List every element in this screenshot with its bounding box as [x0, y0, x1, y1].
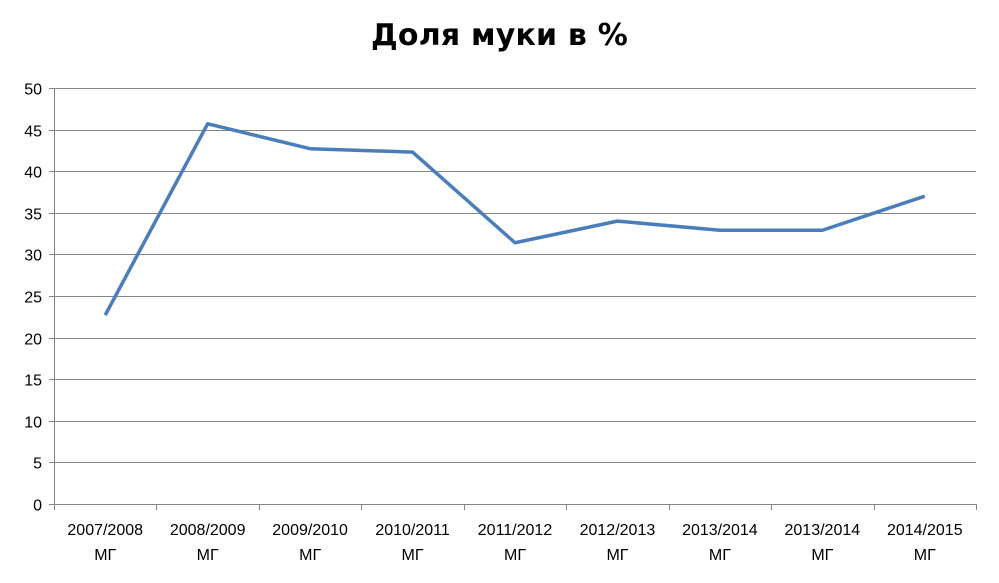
series-line	[103, 122, 926, 316]
y-tick-label: 40	[24, 165, 42, 182]
x-tick-label-line: 2013/2014	[785, 522, 861, 539]
x-tick-label-line: МГ	[606, 547, 628, 564]
x-tick-label-line: МГ	[197, 547, 219, 564]
x-tick-label-line: МГ	[914, 547, 936, 564]
x-tick-label-line: МГ	[402, 547, 424, 564]
x-tick-label-line: 2009/2010	[272, 522, 348, 539]
x-tick-label-line: МГ	[299, 547, 321, 564]
x-tick-label-line: 2013/2014	[682, 522, 758, 539]
y-axis-ticks: 0 5 10 15 20 25 30 35 40 45 50	[24, 82, 42, 515]
x-tick-label-line: 2008/2009	[170, 522, 246, 539]
y-tick-label: 0	[33, 498, 42, 515]
y-tick-label: 45	[24, 124, 42, 141]
x-tick-label-line: МГ	[709, 547, 731, 564]
gridlines	[54, 88, 976, 463]
x-tick-label: 2013/2014 МГ	[785, 522, 861, 564]
x-tick-label: 2010/2011 МГ	[375, 522, 450, 564]
y-tick-label: 50	[24, 82, 42, 99]
x-tick-label: 2014/2015 МГ	[887, 522, 963, 564]
y-tick-label: 15	[24, 373, 42, 390]
x-tick-label-line: МГ	[94, 547, 116, 564]
x-tick-label-line: МГ	[504, 547, 526, 564]
x-tick-label: 2012/2013 МГ	[580, 522, 656, 564]
x-tick-label: 2008/2009 МГ	[170, 522, 246, 564]
x-tick-label-line: 2011/2012	[478, 522, 553, 539]
x-tick-label-line: 2007/2008	[67, 522, 143, 539]
x-tick-label: 2009/2010 МГ	[272, 522, 348, 564]
y-tick-label: 10	[24, 415, 42, 432]
x-tick-label-line: 2012/2013	[580, 522, 656, 539]
x-tick-label: 2013/2014 МГ	[682, 522, 758, 564]
axes	[49, 88, 977, 510]
x-tick-label: 2007/2008 МГ	[67, 522, 143, 564]
x-tick-label-line: 2014/2015	[887, 522, 963, 539]
y-tick-label: 30	[24, 248, 42, 265]
x-tick-label-line: МГ	[811, 547, 833, 564]
y-tick-label: 25	[24, 290, 42, 307]
y-tick-label: 20	[24, 332, 42, 349]
series	[103, 122, 926, 316]
y-tick-label: 35	[24, 207, 42, 224]
x-tick-label: 2011/2012 МГ	[478, 522, 553, 564]
x-tick-label-line: 2010/2011	[375, 522, 450, 539]
y-tick-label: 5	[33, 456, 42, 473]
chart-title: Доля муки в %	[371, 18, 628, 53]
